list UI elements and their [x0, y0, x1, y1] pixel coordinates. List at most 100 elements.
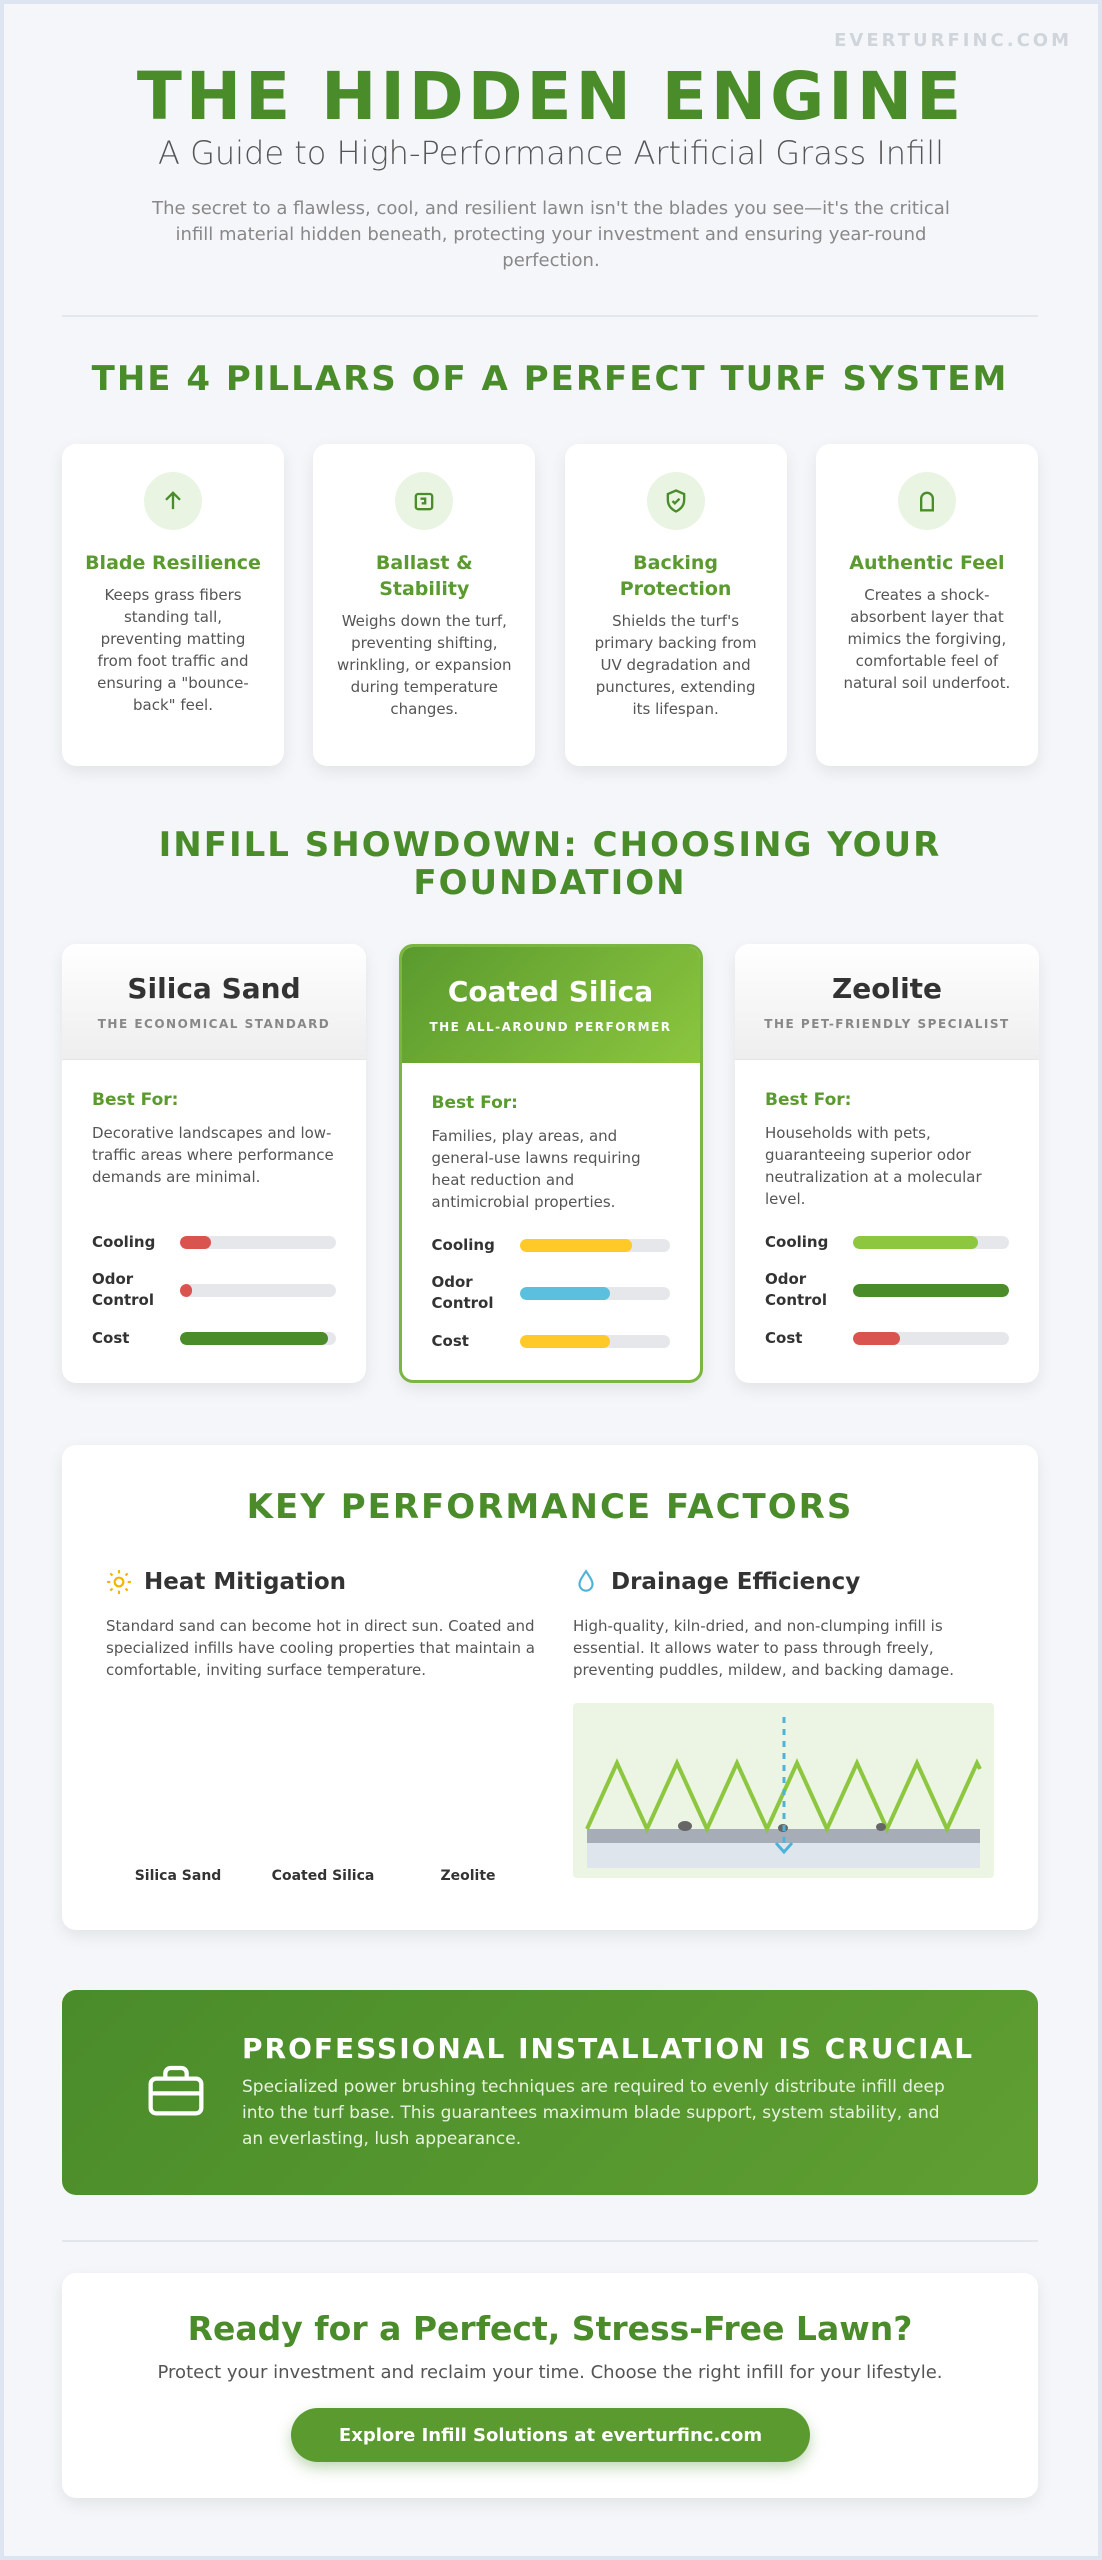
heat-text: Standard sand can become hot in direct s… — [106, 1617, 535, 1679]
meter-row: Cooling — [92, 1218, 336, 1266]
card-name: Coated Silica — [447, 975, 654, 1008]
best-for-label: Best For: — [431, 1093, 518, 1113]
pillar-text: Weighs down the turf, preventing shiftin… — [337, 612, 512, 718]
pillar-card: Blade Resilience Keeps grass fibers stand… — [62, 444, 284, 766]
divider — [62, 2240, 1038, 2242]
best-for-text: Households with pets, guaranteeing super… — [765, 1124, 982, 1208]
installation-title: PROFESSIONAL INSTALLATION IS CRUCIAL — [242, 2032, 975, 2065]
meter-label: Cost — [92, 1328, 130, 1347]
divider — [62, 315, 1038, 317]
meter-fill — [519, 1238, 632, 1252]
category-label: Silica Sand — [134, 1868, 222, 1884]
cta-title: Ready for a Perfect, Stress-Free Lawn? — [187, 2309, 913, 2348]
drop-icon — [578, 1569, 594, 1592]
sun-icon — [107, 1570, 131, 1594]
meter-track — [519, 1238, 670, 1252]
pillar-text: Creates a shock-absorbent layer that mim… — [843, 586, 1011, 692]
meter-row: Odor Control — [765, 1266, 1009, 1314]
section-title: THE 4 PILLARS OF A PERFECT TURF SYSTEM — [91, 359, 1009, 399]
card-name: Silica Sand — [127, 972, 301, 1005]
best-for-label: Best For: — [765, 1090, 852, 1110]
drainage-heading: Drainage Efficiency — [573, 1569, 995, 1595]
performance-card: KEY PERFORMANCE FACTORS Heat Mitigation … — [62, 1445, 1038, 1930]
pillar-text: Shields the turf's primary backing from … — [594, 612, 757, 718]
installation-banner: PROFESSIONAL INSTALLATION IS CRUCIAL Spe… — [62, 1990, 1038, 2195]
meter-track — [180, 1283, 336, 1297]
meter-label: Cost — [765, 1328, 803, 1347]
card-body: Best For: Families, play areas, and gener… — [402, 1063, 700, 1365]
meter-row: Cost — [432, 1317, 670, 1365]
meter-track — [519, 1334, 670, 1348]
meter-track — [180, 1235, 336, 1249]
icon — [919, 491, 934, 512]
meter-row: Cost — [765, 1314, 1009, 1362]
briefcase-icon — [148, 2065, 204, 2116]
icon — [414, 492, 434, 511]
icon — [165, 491, 181, 510]
category-label: Coated Silica — [271, 1868, 375, 1884]
card-tagline: THE PET-FRIENDLY SPECIALIST — [764, 1017, 1010, 1031]
intro: The secret to a flawless, cool, and resi… — [152, 198, 950, 271]
pillar-icon — [395, 472, 454, 530]
pillar-title: Authentic Feel — [849, 552, 1005, 574]
meter-track — [519, 1286, 670, 1300]
pillar-card: Ballast & Stability Weighs down the turf,… — [313, 444, 536, 766]
heat-heading: Heat Mitigation — [106, 1569, 536, 1595]
meter-label: Odor Control — [431, 1273, 494, 1312]
meter-fill — [180, 1331, 329, 1345]
meter-row: Odor Control — [92, 1266, 336, 1314]
title: THE HIDDEN ENGINE — [136, 58, 966, 135]
drainage-diagram — [573, 1703, 994, 1878]
infill-card: Zeolite THE PET-FRIENDLY SPECIALIST Best F… — [735, 944, 1039, 1383]
pillar-icon — [646, 472, 705, 530]
pillar-icon — [897, 472, 956, 530]
meter-track — [853, 1331, 1009, 1345]
best-for-text: Decorative landscapes and low-traffic ar… — [92, 1124, 334, 1186]
pillar-text: Keeps grass fibers standing tall, preven… — [97, 586, 249, 714]
card-tagline: THE ALL-AROUND PERFORMER — [429, 1020, 672, 1034]
meter-label: Odor Control — [765, 1270, 828, 1309]
meter-row: Cooling — [432, 1221, 670, 1269]
meter-fill — [853, 1283, 1009, 1297]
subtitle: A Guide to High-Performance Artificial G… — [158, 134, 944, 172]
pillar-card: Backing Protection Shields the turf's pri… — [564, 444, 787, 766]
card-body: Best For: Households with pets, guarantee… — [735, 1060, 1039, 1362]
meter-fill — [519, 1286, 610, 1300]
section-title: KEY PERFORMANCE FACTORS — [246, 1487, 854, 1527]
meter-row: Cooling — [765, 1218, 1009, 1266]
card-body: Best For: Decorative landscapes and low-t… — [62, 1060, 366, 1362]
meter-track — [853, 1235, 1009, 1249]
infill-card: Coated Silica THE ALL-AROUND PERFORMER Bes… — [398, 944, 703, 1383]
meter-track — [180, 1331, 336, 1345]
pillar-icon — [144, 472, 202, 530]
pillar-card: Authentic Feel Creates a shock-absorbent … — [815, 444, 1038, 766]
meter-fill — [853, 1235, 978, 1249]
meter-label: Cooling — [92, 1232, 156, 1251]
card-tagline: THE ECONOMICAL STANDARD — [97, 1017, 331, 1031]
icon — [666, 489, 685, 513]
meter-label: Cooling — [765, 1232, 829, 1251]
card-name: Zeolite — [831, 972, 943, 1005]
drainage-column: Drainage Efficiency High-quality, kiln-d… — [573, 1569, 995, 1681]
meter-label: Cost — [431, 1331, 469, 1350]
brand: EVERTURFINC.COM — [834, 30, 1072, 51]
cta-card: Ready for a Perfect, Stress-Free Lawn? P… — [62, 2273, 1038, 2498]
cta-button[interactable]: Explore Infill Solutions at everturfinc.… — [291, 2408, 810, 2462]
meter-label: Odor Control — [92, 1270, 155, 1309]
pillar-title: Blade Resilience — [85, 552, 261, 574]
cta-text: Protect your investment and reclaim your… — [157, 2362, 943, 2383]
drainage-text: High-quality, kiln-dried, and non-clumpi… — [573, 1617, 954, 1679]
meter-fill — [519, 1334, 610, 1348]
meter-row: Odor Control — [432, 1269, 670, 1317]
meter-row: Cost — [92, 1314, 336, 1362]
pillar-title: Backing Protection — [619, 552, 732, 600]
category-label: Zeolite — [440, 1868, 496, 1884]
best-for-text: Families, play areas, and general-use la… — [431, 1127, 641, 1211]
infill-card: Silica Sand THE ECONOMICAL STANDARD Best F… — [62, 944, 366, 1383]
card-header: Coated Silica THE ALL-AROUND PERFORMER — [401, 947, 700, 1063]
heat-column: Heat Mitigation Standard sand can become… — [106, 1569, 536, 1681]
section-title: INFILL SHOWDOWN: CHOOSING YOUR FOUNDATIO… — [158, 825, 942, 903]
card-header: Silica Sand THE ECONOMICAL STANDARD — [62, 944, 366, 1060]
meter-track — [853, 1283, 1009, 1297]
